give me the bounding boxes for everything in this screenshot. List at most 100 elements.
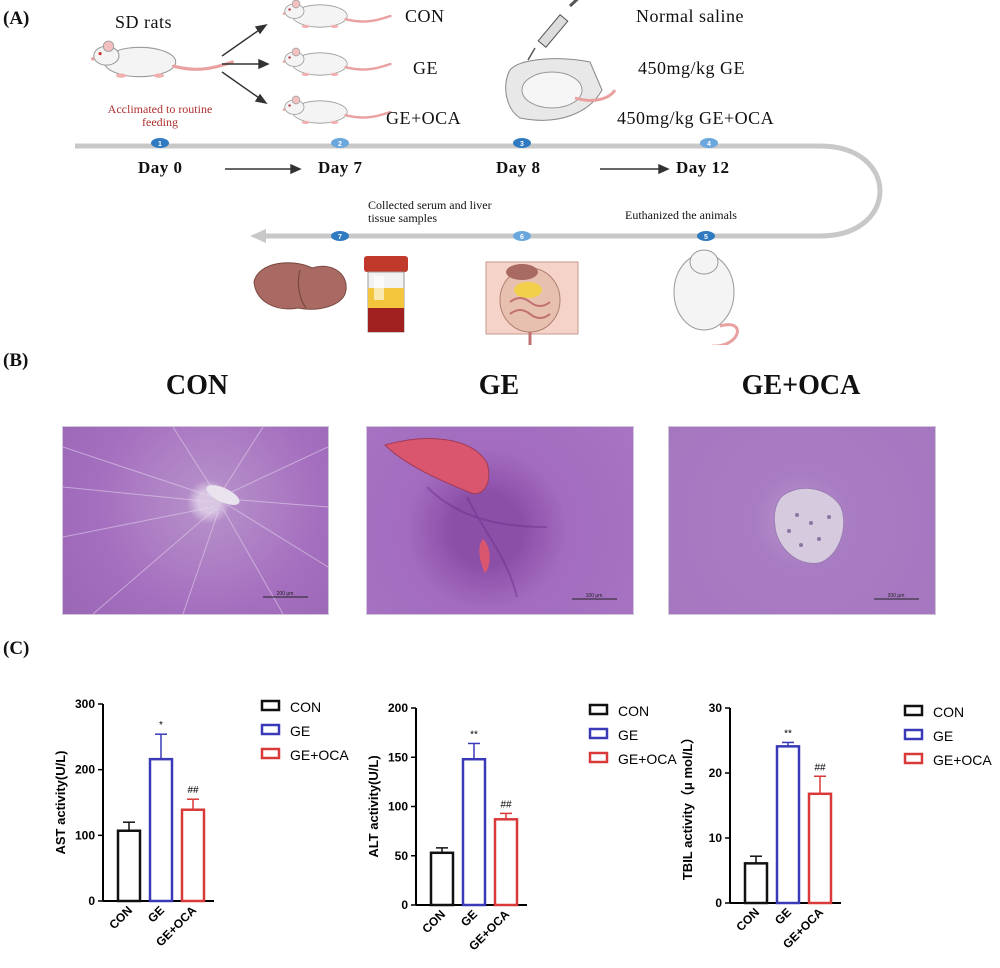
legend-swatch-0-0 [260,699,281,712]
group-con-label: CON [405,6,445,26]
legend-label-2-2: GE+OCA [933,752,992,768]
legend-label-2-1: GE [933,728,953,744]
significance-label-2-1: ** [784,728,792,739]
timeline-illustration: 1 2 3 4 5 6 7 [75,0,883,345]
histology-title-con: CON [165,370,229,401]
panel-label-c: (C) [3,638,30,659]
dissection-icon [485,261,579,345]
histology-title-ge: GE [478,370,520,401]
y-tick-label-2-3: 30 [709,701,723,715]
day-8-label: Day 8 [496,158,541,177]
histology-title-oca: GE+OCA [741,370,861,401]
y-tick-label-2-0: 0 [715,896,722,910]
bar-0-2 [180,808,206,903]
y-tick-label-1-4: 200 [388,701,408,715]
legend-label-1-0: CON [618,703,649,719]
significance-label-0-2: ## [187,785,199,796]
timeline-track [75,143,883,239]
legend-label-1-1: GE [618,727,638,743]
significance-label-0-1: * [159,720,163,731]
y-tick-label-2-1: 10 [709,831,723,845]
legend-swatch-0-1 [260,723,281,736]
legend-swatch-1-2 [588,751,609,764]
day-arrows [225,163,670,175]
step-marker-1 [151,138,169,148]
gavage-syringe-icon [505,0,617,121]
step-5: 5 [704,234,708,241]
y-tick-label-1-3: 150 [388,750,408,764]
rat-group-oca-icon [281,94,392,126]
treatment-ge-label: 450mg/kg GE [638,58,745,78]
bar-1-1 [461,757,487,907]
y-tick-label-1-2: 100 [388,800,408,814]
step-6: 6 [520,234,524,241]
y-tick-label-0-0: 0 [88,894,95,908]
bar-0-0 [116,829,142,903]
y-tick-label-0-2: 200 [75,763,95,777]
y-tick-label-1-0: 0 [401,898,408,912]
histology-image-ge: 100 μm [366,426,634,615]
step-marker-4 [700,138,718,148]
histology-image-con: 200 μm [62,426,329,615]
legend-swatch-1-0 [588,703,609,716]
treatment-saline-label: Normal saline [636,6,744,26]
y-tick-label-0-1: 100 [75,828,95,842]
day-0-label: Day 0 [138,158,183,177]
bar-2-2 [807,792,833,905]
y-tick-label-1-1: 50 [395,849,409,863]
scale-bar-ge: 100 μm [586,593,603,599]
legend-swatch-2-0 [903,704,924,717]
x-tick-label-1-0: CON [419,907,448,936]
group-oca-label: GE+OCA [386,108,462,128]
step-2: 2 [338,141,342,148]
step-marker-6 [513,231,531,241]
bar-1-0 [429,851,455,907]
y-tick-label-0-3: 300 [75,697,95,711]
legend-swatch-0-2 [260,747,281,760]
acclimation-note: Acclimated to routine feeding [107,102,213,129]
legend-swatch-2-1 [903,728,924,741]
histology-image-oca: 200 μm [668,426,936,615]
bar-1-2 [493,818,519,907]
step-marker-5 [697,231,715,241]
x-tick-label-2-0: CON [733,905,762,934]
y-tick-label-2-2: 20 [709,766,723,780]
collect-samples-note: Collected serum and liver tissue samples [368,198,492,225]
day-7-label: Day 7 [318,158,363,177]
significance-label-1-2: ## [500,799,512,810]
legend-label-2-0: CON [933,704,964,720]
rat-group-ge-icon [281,46,392,78]
y-axis-label-1: ALT activity(U/L) [366,755,381,857]
legend-label-0-0: CON [290,699,321,715]
x-tick-label-0-1: GE [145,903,167,925]
x-tick-label-1-1: GE [458,907,480,929]
significance-label-1-1: ** [470,729,478,740]
x-tick-label-2-1: GE [772,905,794,927]
step-marker-2 [331,138,349,148]
legend-swatch-2-2 [903,752,924,765]
liver-tissue-icon [253,262,347,310]
bar-0-1 [148,757,174,903]
significance-label-2-2: ## [814,762,826,773]
euthanized-rat-icon [673,249,739,345]
step-marker-7 [331,231,349,241]
step-marker-3 [513,138,531,148]
group-ge-label: GE [413,58,438,78]
legend-swatch-1-1 [588,727,609,740]
legend-label-1-2: GE+OCA [618,751,677,767]
source-animals-label: SD rats [115,12,172,32]
x-tick-label-0-0: CON [106,903,135,932]
day-12-label: Day 12 [676,158,730,177]
step-3: 3 [520,141,524,148]
step-1: 1 [158,141,162,148]
rat-source-icon [89,39,234,80]
serum-tube-icon [364,256,408,333]
legend-label-0-2: GE+OCA [290,747,349,763]
bar-2-1 [775,745,801,905]
legend-label-0-1: GE [290,723,310,739]
y-axis-label-2: TBIL activity（μ mol/L） [680,731,695,880]
group-assignment-arrows [221,23,270,105]
scale-bar-con: 200 μm [277,591,294,597]
step-4: 4 [707,141,711,148]
